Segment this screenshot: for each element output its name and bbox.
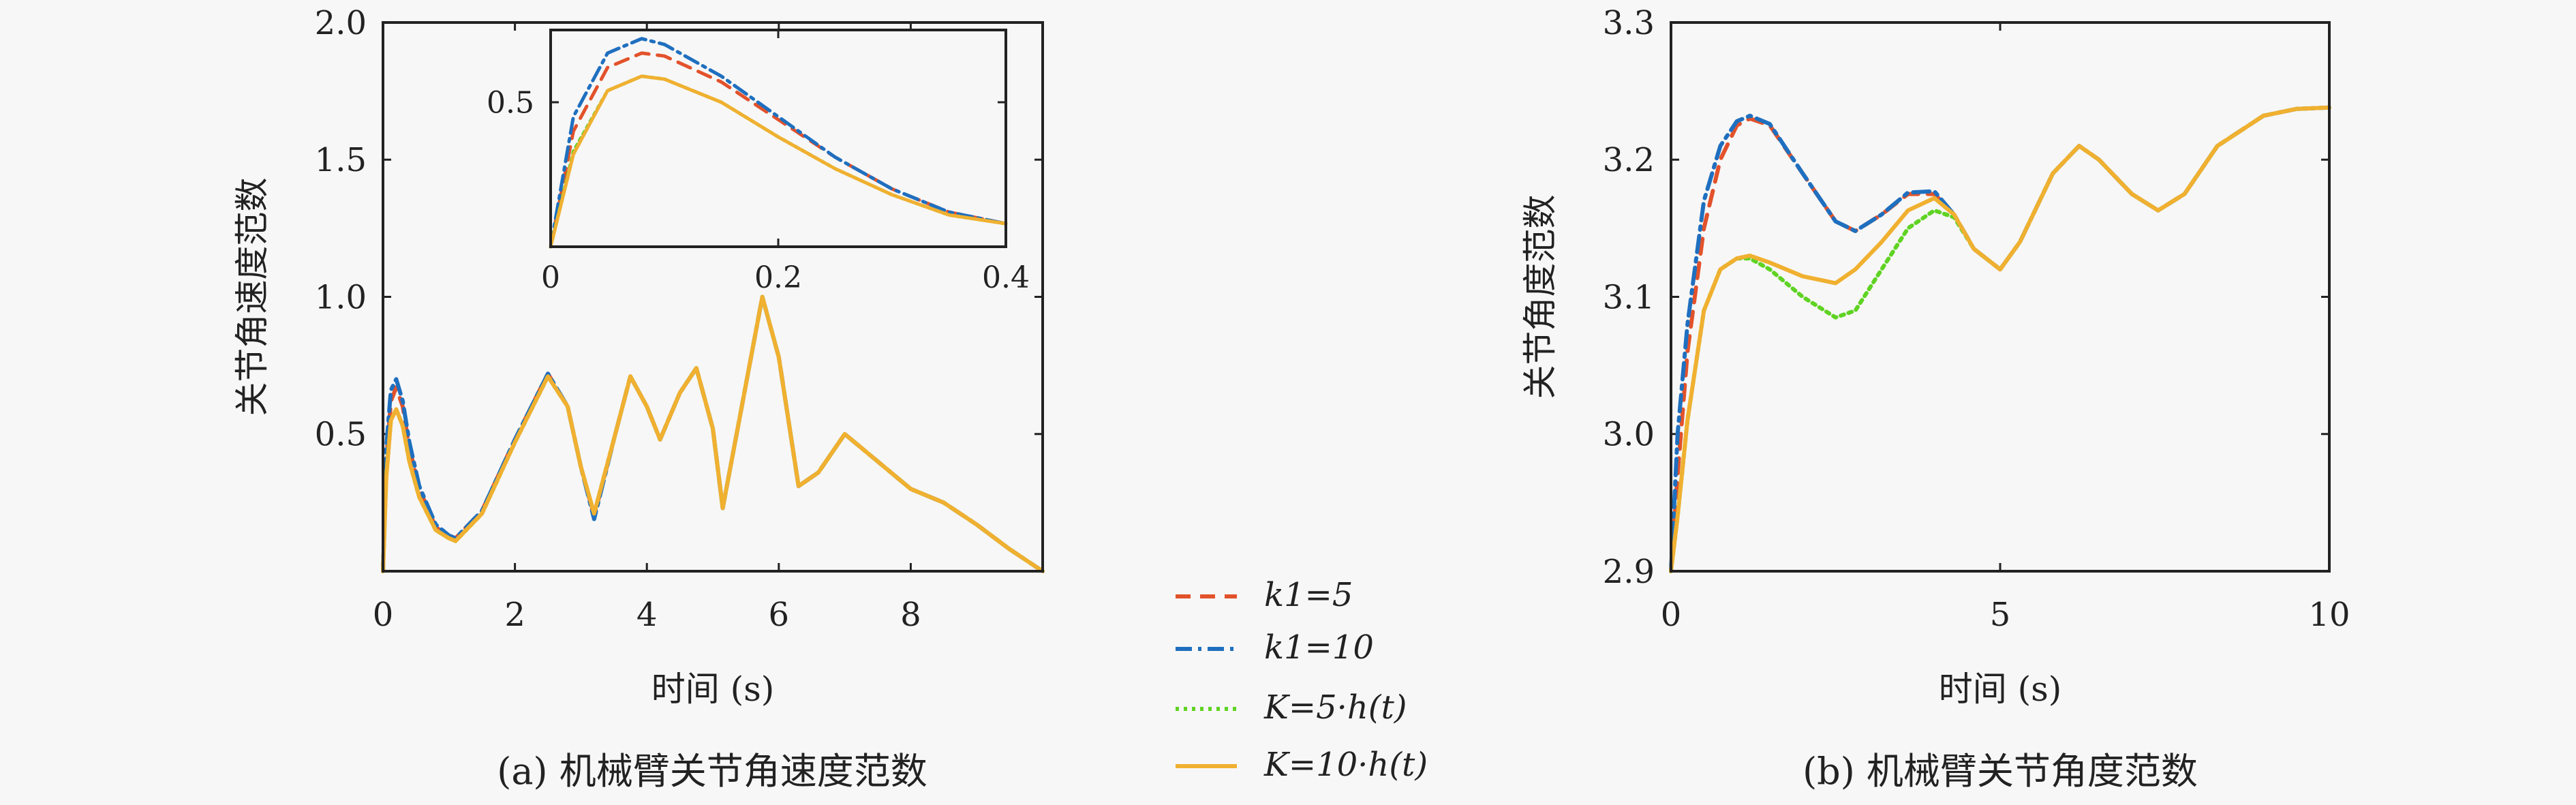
- x-tick-label: 6: [769, 596, 790, 634]
- axes-frame: [1670, 21, 2331, 573]
- x-tick-label: 5: [1990, 596, 2011, 634]
- caption-a: (a) 机械臂关节角速度范数: [497, 750, 927, 793]
- x-tick-label: 0: [373, 596, 394, 634]
- y-tick-label: 3.3: [1603, 4, 1655, 42]
- y-tick-label: 0.5: [315, 416, 367, 454]
- series-line-K10: [381, 294, 1045, 573]
- legend-label-k10: k1=10: [1264, 628, 1374, 667]
- panel-a-inset: 0 0.2 0.4 0.5: [487, 29, 1030, 295]
- legend-label-K10: K=10·h(t): [1263, 746, 1428, 784]
- axes-frame: [549, 29, 1007, 248]
- y-tick-label: 1.5: [315, 141, 367, 179]
- series-line-k10: [1669, 105, 2331, 573]
- y-tick-label: 1.0: [315, 278, 367, 316]
- series-line-K10: [1669, 105, 2331, 573]
- legend: k1=5 k1=10 K=5·h(t) K=10·h(t): [1176, 576, 1428, 784]
- y-axis-label: 关节角度范数: [1520, 195, 1560, 399]
- series-line-K10: [549, 74, 1008, 249]
- series-line-K5: [1669, 105, 2331, 573]
- x-tick-label: 10: [2308, 596, 2350, 634]
- y-tick-label: 2.0: [315, 4, 367, 42]
- x-tick-label: 2: [504, 596, 525, 634]
- y-tick-label: 3.0: [1603, 416, 1655, 454]
- x-tick-label: 8: [900, 596, 921, 634]
- legend-label-k5: k1=5: [1264, 576, 1353, 614]
- series-line-k5: [1669, 105, 2331, 573]
- panel-b: 0 5 10 2.9 3.0 3.1 3.2 3.3 时间 (s) 关节角度范数: [1520, 4, 2350, 709]
- y-tick-label: 3.1: [1603, 278, 1655, 316]
- x-tick-label: 0.2: [754, 260, 802, 295]
- x-tick-label: 0.4: [982, 260, 1030, 295]
- x-tick-label: 0: [541, 260, 560, 295]
- series-line-k10: [549, 37, 1008, 249]
- caption-b: (b) 机械臂关节角度范数: [1803, 750, 2198, 793]
- y-tick-label: 2.9: [1603, 553, 1655, 591]
- y-tick-label: 3.2: [1603, 141, 1655, 179]
- axes-frame: [382, 21, 1044, 573]
- x-tick-label: 4: [637, 596, 658, 634]
- y-tick-label: 0.5: [487, 85, 534, 120]
- y-axis-label: 关节角速度范数: [232, 178, 272, 416]
- x-axis-label: 时间 (s): [1939, 669, 2062, 709]
- x-axis-label: 时间 (s): [651, 669, 775, 709]
- legend-label-K5: K=5·h(t): [1263, 688, 1407, 727]
- panel-a: 0 2 4 6 8 0.5 1.0 1.5 2.0 时间 (s) 关节角速度范数: [232, 4, 1045, 709]
- x-tick-label: 0: [1661, 596, 1682, 634]
